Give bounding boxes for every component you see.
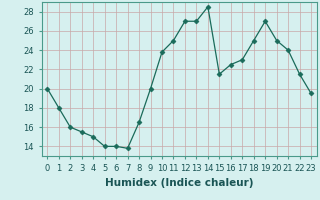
X-axis label: Humidex (Indice chaleur): Humidex (Indice chaleur) [105, 178, 253, 188]
